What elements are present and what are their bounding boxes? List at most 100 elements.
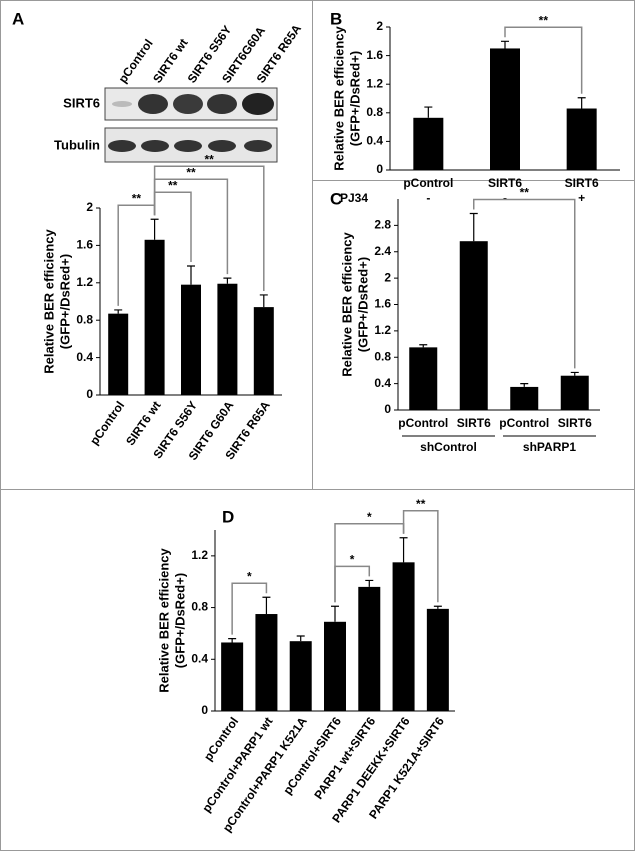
error-bar [424,106,433,118]
bar [144,239,165,395]
row-value: + [578,191,585,205]
significance-label: ** [186,165,196,179]
group-label: shControl [420,440,477,454]
y-tick-label: 1.2 [76,275,93,289]
significance-label: * [350,553,355,567]
blot-band [207,94,237,114]
significance-label: ** [539,13,549,27]
y-tick-label: 2.4 [374,244,391,258]
error-bar [223,277,232,284]
y-tick-label: 1.2 [366,76,383,90]
significance-label: ** [132,191,142,205]
y-tick-label: 2.8 [374,218,391,232]
y-axis-label: Relative BER efficiency [339,231,354,376]
y-tick-label: 0.4 [191,651,208,665]
y-tick-label: 0.4 [76,350,93,364]
error-bar [501,40,509,49]
x-tick-label: PARP1 wt+SIRT6 [311,714,378,802]
y-axis-label: Relative BER efficiency [156,547,171,692]
significance-bracket [402,510,439,603]
error-bar [262,596,271,615]
significance-label: ** [520,186,530,200]
panel-letter: C [330,189,342,208]
error-bar [187,265,195,285]
x-tick-label: SIRT6 [457,416,491,430]
bar [426,608,449,711]
panel-letter: B [330,9,342,28]
error-bar [433,605,442,609]
y-tick-label: 0.8 [76,312,93,326]
bar [324,621,346,711]
blot-band [174,140,202,152]
error-bar [259,294,268,308]
bar [413,117,444,170]
y-tick-label: 1.6 [76,238,93,252]
error-bar [570,371,579,376]
bar [392,562,415,711]
significance-label: * [247,569,252,583]
y-tick-label: 0.8 [374,349,391,363]
error-bar [469,212,478,242]
row-label: PJ34 [340,191,368,205]
group-label: shPARP1 [523,440,576,454]
bar [221,642,244,711]
row-value: - [503,191,507,205]
error-bar [520,383,529,387]
y-tick-label: 2 [384,270,391,284]
x-tick-label: SIRT6 [565,176,599,190]
y-tick-label: 0 [376,162,383,176]
bar [181,284,201,395]
x-tick-label: pControl [87,399,127,448]
blot-band [108,140,136,152]
significance-label: * [367,510,372,524]
significance-label: ** [168,178,178,192]
x-tick-label: pControl [398,416,448,430]
x-tick-label: SIRT6 [558,416,592,430]
y-tick-label: 0.8 [366,105,383,119]
row-value: - [426,191,430,205]
bar [358,586,381,711]
error-bar [296,635,305,642]
western-blot [104,87,278,163]
significance-bracket [231,582,268,635]
blot-band [244,140,272,152]
bar [217,283,238,395]
bar [289,641,312,711]
bar [560,375,589,410]
x-tick-label: SIRT6 [488,176,522,190]
error-bar [399,537,408,563]
panel-letter: D [222,507,234,526]
y-tick-label: 0 [384,402,391,416]
panel-letter: A [12,9,24,28]
blot-row-label: SIRT6 [63,95,100,110]
x-tick-label: pControl [403,176,453,190]
blot-band [141,140,169,152]
y-axis-label: (GFP+/DsRed+) [172,573,187,668]
bar [253,307,274,395]
y-tick-label: 2 [376,19,383,33]
blot-row-label: Tubulin [54,137,100,152]
significance-bracket [153,165,265,291]
bar [566,108,597,170]
y-tick-label: 0.8 [191,600,208,614]
significance-bracket [473,198,576,369]
significance-label: ** [416,497,426,511]
y-tick-label: 0.4 [366,134,383,148]
y-tick-label: 0 [86,387,93,401]
error-bar [419,344,428,348]
x-tick-label: SIRT6 wt [123,399,164,449]
bar [490,48,520,171]
error-bar [228,638,237,643]
error-bar [114,309,123,314]
y-tick-label: 2 [86,200,93,214]
y-axis-label: (GFP+/DsRed+) [355,257,370,352]
x-tick-label: pControl [499,416,549,430]
blot-band [138,94,168,114]
y-tick-label: 1.2 [191,548,208,562]
bar [510,386,539,410]
blot-band [242,93,274,115]
y-tick-label: 0 [201,703,208,717]
y-axis-label: Relative BER efficiency [41,228,56,373]
significance-bracket [504,26,583,94]
